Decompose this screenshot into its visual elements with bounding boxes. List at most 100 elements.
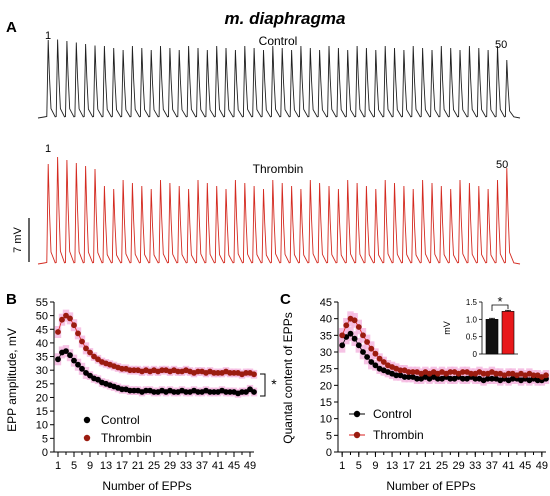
c-point-1 — [447, 369, 454, 375]
inset-ylabel: mV — [442, 321, 452, 335]
c-point-1 — [343, 322, 350, 329]
b-point-1 — [55, 329, 61, 335]
b-point-1 — [79, 338, 85, 345]
b-ytick-label: 50 — [36, 311, 48, 323]
trace-control — [37, 39, 521, 119]
c-point-1 — [468, 370, 474, 377]
b-point-1 — [215, 370, 221, 376]
legend-b-control-label: Control — [101, 413, 140, 427]
b-point-0 — [151, 389, 157, 395]
b-xtick-label: 41 — [212, 460, 224, 472]
c-xtick-label: 5 — [356, 460, 362, 472]
b-xtick-label: 49 — [244, 460, 256, 472]
c-point-0 — [509, 375, 516, 382]
c-ytick-label: 40 — [320, 314, 332, 326]
c-point-1 — [339, 332, 346, 339]
c-point-1 — [376, 355, 383, 362]
inset-ytick-label: 1.0 — [466, 315, 478, 324]
c-point-0 — [472, 375, 479, 382]
inset-ytick-label: 0.5 — [466, 333, 478, 342]
figure-title: m. diaphragma — [225, 9, 346, 28]
c-point-0 — [339, 342, 346, 349]
c-point-0 — [534, 377, 541, 384]
c-ytick-label: 15 — [320, 397, 332, 409]
scale-bar-label: 7 mV — [12, 227, 24, 253]
b-xtick-label: 17 — [116, 460, 128, 472]
b-xtick-label: 9 — [87, 460, 93, 472]
c-xtick-label: 49 — [536, 460, 548, 472]
b-xtick-label: 1 — [55, 460, 61, 472]
b-ytick-label: 55 — [36, 297, 48, 309]
b-xtick-label: 45 — [228, 460, 240, 472]
inset-ytick-label: 1.5 — [466, 298, 478, 307]
c-point-1 — [505, 370, 512, 377]
b-point-0 — [223, 389, 229, 395]
c-point-1 — [368, 345, 375, 352]
b-xtick-label: 21 — [132, 460, 144, 472]
inset-significance-star: * — [497, 294, 502, 309]
c-xtick-label: 17 — [403, 460, 415, 472]
chart-b-significance-star: * — [271, 376, 277, 392]
b-point-0 — [239, 389, 245, 395]
legend-c-thrombin-marker — [353, 431, 361, 439]
c-xtick-label: 13 — [386, 460, 398, 472]
c-point-1 — [397, 367, 404, 374]
chart-c-xlabel: Number of EPPs — [386, 479, 475, 493]
trace-control-label: Control — [259, 34, 298, 48]
b-point-0 — [207, 389, 213, 395]
b-point-1 — [211, 370, 217, 376]
b-point-1 — [59, 316, 65, 323]
b-xtick-label: 37 — [196, 460, 208, 472]
b-ytick-label: 5 — [42, 433, 48, 445]
inset-bars — [485, 309, 515, 355]
b-xtick-label: 5 — [71, 460, 77, 472]
inset-bar — [501, 311, 515, 355]
inset-bar — [485, 319, 499, 355]
legend-c-control-marker — [353, 410, 361, 418]
c-point-0 — [434, 375, 441, 382]
c-point-1 — [405, 369, 412, 375]
b-point-1 — [87, 349, 93, 356]
chart-b-significance: * — [260, 373, 277, 397]
c-point-1 — [351, 317, 358, 324]
c-xtick-label: 41 — [502, 460, 514, 472]
b-ytick-label: 25 — [36, 379, 48, 391]
b-point-0 — [227, 389, 233, 395]
c-point-1 — [410, 369, 416, 375]
c-point-1 — [364, 339, 370, 345]
b-point-0 — [131, 387, 137, 394]
c-ytick-label: 20 — [320, 380, 332, 392]
c-ytick-label: 10 — [320, 414, 332, 426]
trace-control-first-label: 1 — [45, 30, 51, 42]
c-ytick-label: 35 — [320, 330, 332, 342]
c-point-0 — [414, 375, 420, 382]
b-point-0 — [171, 389, 177, 395]
b-point-1 — [83, 345, 89, 352]
b-xtick-label: 29 — [164, 460, 176, 472]
b-ytick-label: 10 — [36, 420, 48, 432]
c-point-0 — [401, 374, 408, 380]
b-point-0 — [143, 387, 149, 394]
c-xtick-label: 1 — [339, 460, 345, 472]
b-point-0 — [127, 387, 133, 394]
c-ytick-label: 30 — [320, 347, 332, 359]
b-ytick-label: 30 — [36, 365, 48, 377]
legend-c-control-label: Control — [373, 407, 412, 421]
trace-thrombin-last-label: 50 — [496, 159, 508, 171]
b-point-0 — [119, 386, 125, 393]
chart-b-legend: Control Thrombin — [83, 413, 152, 445]
b-point-0 — [79, 365, 85, 372]
c-ytick-label: 25 — [320, 364, 332, 376]
trace-thrombin-label: Thrombin — [253, 162, 304, 176]
c-point-1 — [355, 324, 362, 330]
chart-b-points — [55, 312, 257, 397]
b-point-1 — [231, 370, 237, 376]
b-point-0 — [67, 352, 73, 359]
b-ytick-label: 45 — [36, 324, 48, 336]
c-point-0 — [360, 349, 366, 355]
inset-significance-bracket — [491, 304, 509, 311]
